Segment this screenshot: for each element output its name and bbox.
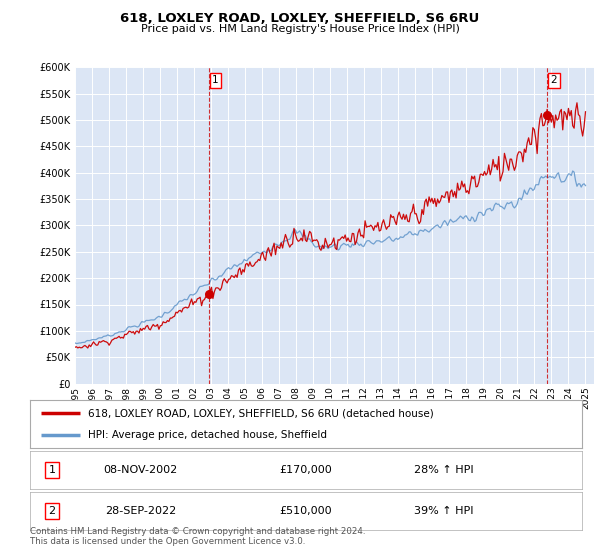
Text: £170,000: £170,000 xyxy=(280,465,332,475)
Text: HPI: Average price, detached house, Sheffield: HPI: Average price, detached house, Shef… xyxy=(88,430,327,440)
Text: 28% ↑ HPI: 28% ↑ HPI xyxy=(414,465,474,475)
Text: 618, LOXLEY ROAD, LOXLEY, SHEFFIELD, S6 6RU (detached house): 618, LOXLEY ROAD, LOXLEY, SHEFFIELD, S6 … xyxy=(88,408,434,418)
Text: 1: 1 xyxy=(212,76,219,85)
Text: 2: 2 xyxy=(550,76,557,85)
Text: 1: 1 xyxy=(49,465,56,475)
Text: Price paid vs. HM Land Registry's House Price Index (HPI): Price paid vs. HM Land Registry's House … xyxy=(140,24,460,34)
Text: 2: 2 xyxy=(49,506,56,516)
Text: £510,000: £510,000 xyxy=(280,506,332,516)
Text: 618, LOXLEY ROAD, LOXLEY, SHEFFIELD, S6 6RU: 618, LOXLEY ROAD, LOXLEY, SHEFFIELD, S6 … xyxy=(121,12,479,25)
Text: 08-NOV-2002: 08-NOV-2002 xyxy=(103,465,178,475)
Text: 39% ↑ HPI: 39% ↑ HPI xyxy=(414,506,474,516)
Text: 28-SEP-2022: 28-SEP-2022 xyxy=(105,506,176,516)
Text: Contains HM Land Registry data © Crown copyright and database right 2024.
This d: Contains HM Land Registry data © Crown c… xyxy=(30,526,365,546)
